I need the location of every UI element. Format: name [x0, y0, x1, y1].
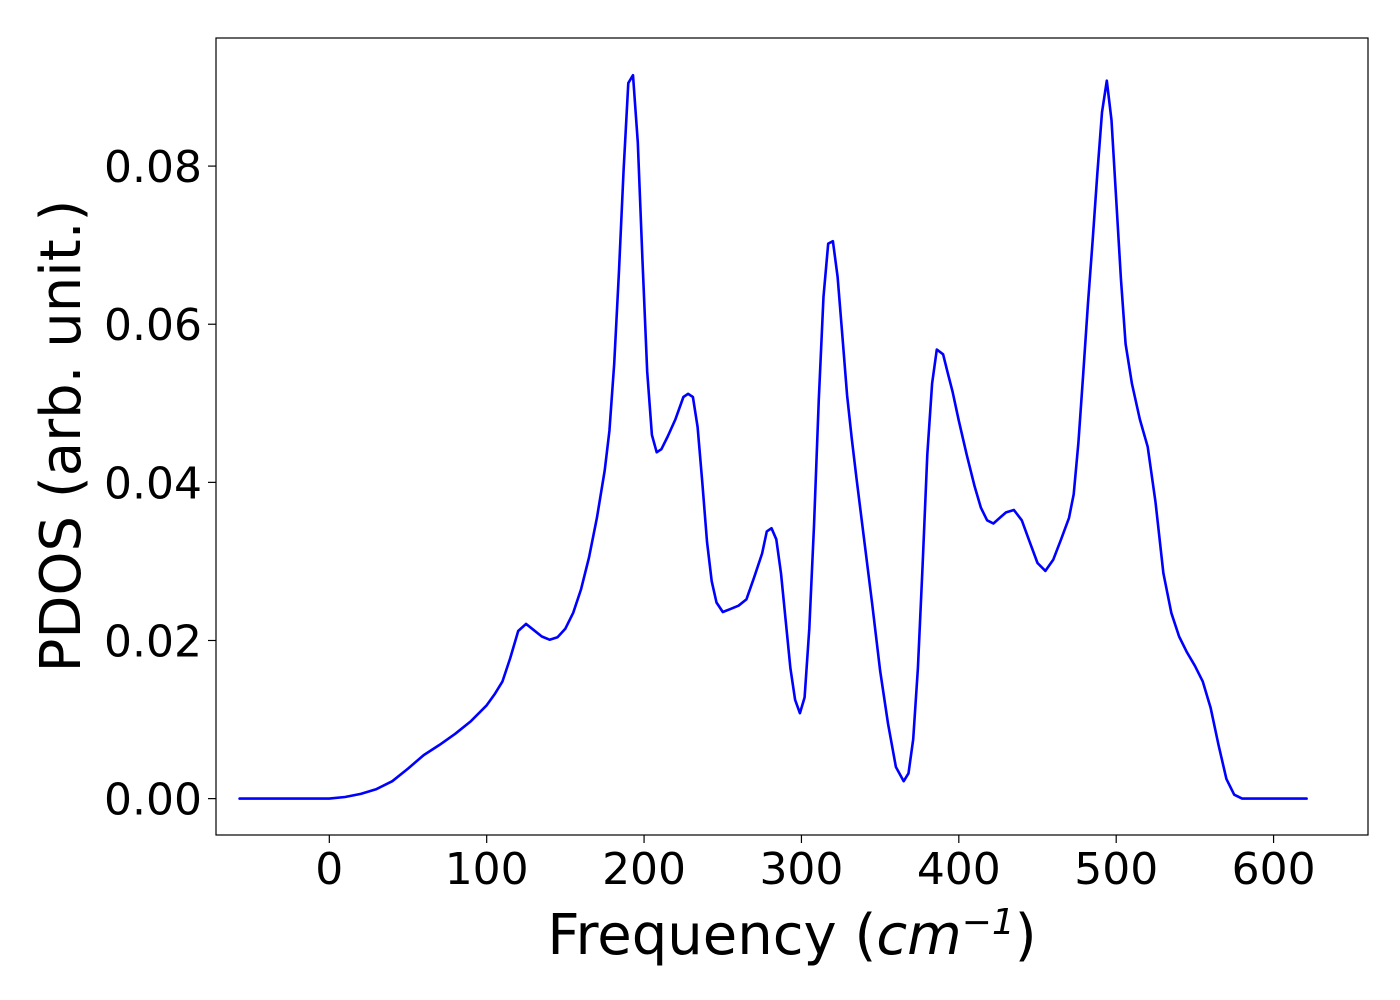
- x-tick-label: 100: [445, 844, 529, 895]
- y-tick-label: 0.08: [104, 142, 202, 193]
- y-tick-label: 0.00: [104, 775, 202, 826]
- x-tick-label: 500: [1074, 844, 1158, 895]
- y-tick-label: 0.04: [104, 458, 202, 509]
- x-tick-label: 600: [1232, 844, 1316, 895]
- x-tick-label: 400: [917, 844, 1001, 895]
- x-tick-label: 0: [315, 844, 343, 895]
- y-tick-label: 0.02: [104, 616, 202, 667]
- x-axis-label: Frequency (cm−1): [547, 902, 1036, 968]
- x-tick-label: 200: [602, 844, 686, 895]
- y-axis-ticks: 0.00 0.02 0.04 0.06 0.08: [104, 142, 216, 826]
- plot-layer: [238, 73, 1308, 800]
- x-axis-ticks: 0 100 200 300 400 500 600: [315, 835, 1316, 895]
- pdos-line: [238, 73, 1308, 800]
- y-axis-label: PDOS (arb. unit.): [29, 200, 94, 673]
- x-tick-label: 300: [759, 844, 843, 895]
- plot-frame: [215, 37, 1369, 836]
- y-tick-label: 0.06: [104, 300, 202, 351]
